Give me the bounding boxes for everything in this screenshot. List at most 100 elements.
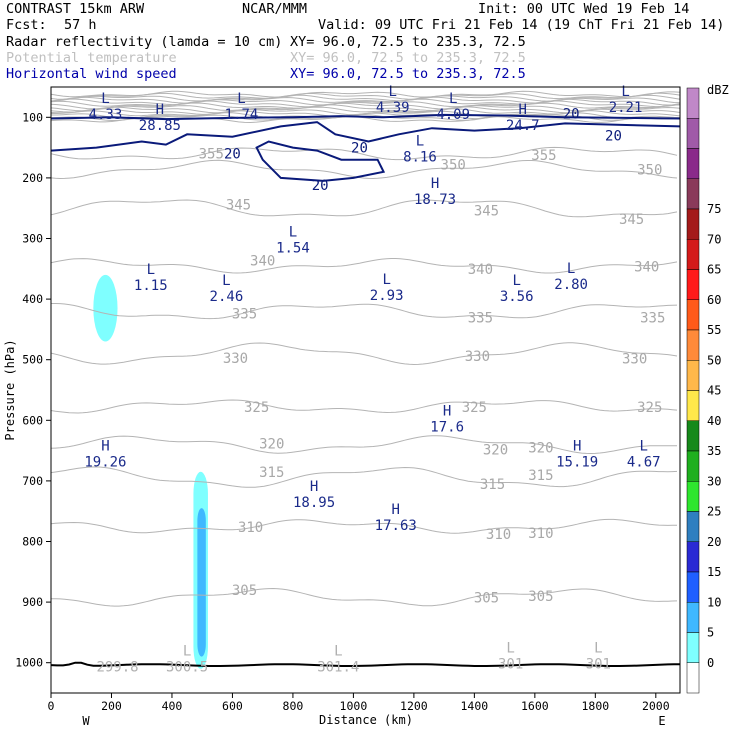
theta-contour-label: 325 [244,400,269,416]
theta-extremum-letter: L [594,641,602,657]
field-1-xy: XY= 96.0, 72.5 to 235.3, 72.5 [290,34,526,50]
field-2-name: Potential temperature [6,50,177,66]
theta-contour [50,159,678,180]
theta-contour-label: 320 [483,442,508,458]
surface-line [50,661,681,667]
x-tick-label: 800 [283,699,304,713]
colorbar-level-label: 70 [707,232,721,246]
theta-contour-label: 345 [474,204,499,220]
wind-extremum-value: 24.7 [506,118,540,134]
colorbar-swatch [686,269,700,300]
colorbar-level-label: 20 [707,535,721,549]
wind-extremum-letter: L [416,134,424,150]
plot-border [50,86,681,694]
colorbar-swatch [686,239,700,270]
model-title: CONTRAST 15km ARW [6,1,145,17]
x-tick-label: 2000 [642,699,670,713]
y-tick-label: 500 [22,353,43,367]
wind-isotach-20 [50,113,681,121]
org-title: NCAR/MMM [242,1,307,17]
theta-contour-upper [50,102,681,110]
theta-contour-upper [50,104,681,112]
y-tick-label: 800 [22,535,43,549]
colorbar-level-label: 50 [707,353,721,367]
colorbar-swatch [686,360,700,391]
y-tick-label: 300 [22,232,43,246]
x-tick-label: 1800 [581,699,609,713]
wind-extremum-value: 1.15 [134,278,168,294]
colorbar-level-label: 45 [707,384,721,398]
wind-extremum-letter: H [519,102,527,118]
wind-extremum-letter: L [101,91,109,107]
colorbar-level-label: 35 [707,444,721,458]
colorbar-swatch [686,148,700,179]
wind-extremum-value: 2.80 [554,277,588,293]
theta-extremum-value: 301 [498,657,523,673]
theta-contour-label: 345 [619,212,644,228]
colorbar-level-label: 10 [707,595,721,609]
wind-extremum-letter: H [156,102,164,118]
plot-frame [51,87,680,693]
theta-contour-upper [50,98,681,106]
theta-contour-label: 310 [486,527,511,543]
wind-extremum-letter: L [639,438,647,454]
wind-extremum-value: 4.67 [627,454,661,470]
colorbar-swatch [686,390,700,421]
wind-extremum-letter: L [289,225,297,241]
theta-contour-upper [50,114,681,121]
theta-contour-label: 330 [622,351,647,367]
terrain-line [50,661,681,667]
x-tick-label: 600 [222,699,243,713]
x-axis-label: Distance (km) [319,713,413,727]
colorbar-level-label: 55 [707,323,721,337]
wind-extremum-value: 19.26 [84,454,126,470]
wind-extremum-value: 15.19 [556,454,598,470]
colorbar-swatch [686,571,700,603]
x-tick-label: 200 [101,699,122,713]
colorbar-level-label: 0 [707,656,714,670]
wind-isotach-20 [255,140,386,182]
y-tick-label: 700 [22,474,43,488]
fcst-value: 57 h [64,17,97,33]
theta-contour-label: 315 [480,477,505,493]
wind-extremum-letter: L [222,273,230,289]
theta-contour-label: 345 [226,198,251,214]
wind-isotach-20 [50,121,681,152]
theta-contour [50,399,678,414]
colorbar-swatch [686,299,700,331]
y-tick-label: 100 [22,110,43,124]
colorbar-level-label: 5 [707,626,714,640]
theta-contour-label: 335 [468,310,493,326]
colorbar-swatch [686,511,700,542]
colorbar-swatch [686,632,700,663]
theta-contour-upper [50,100,681,108]
theta-contour-label: 350 [637,162,662,178]
theta-contour-upper [50,116,681,124]
theta-extremum-letter: L [506,641,514,657]
colorbar-swatch [686,450,700,482]
wind-extremum-value: 4.09 [436,107,470,123]
colorbar-level-label: 60 [707,293,721,307]
theta-contour-label: 305 [528,589,553,605]
theta-contour-label: 320 [528,441,553,457]
wind-extremum-value: 4.39 [376,100,410,116]
theta-contour-label: 310 [528,526,553,542]
theta-contour-label: 335 [640,310,665,326]
wind-extremum-value: 2.46 [210,289,244,305]
theta-extremum-value: 301.4 [317,660,359,676]
wind-extremum-letter: H [392,502,400,518]
reflectivity-cell [197,508,206,657]
wind-extremum-value: 1.54 [276,241,310,257]
field-3-xy: XY= 96.0, 72.5 to 235.3, 72.5 [290,66,526,82]
theta-contour-label: 355 [531,148,556,164]
wind-extremum-letter: H [443,403,451,419]
colorbar-level-label: 25 [707,505,721,519]
wind-extremum-letter: L [382,272,390,288]
y-tick-label: 600 [22,413,43,427]
init-time: Init: 00 UTC Wed 19 Feb 14 [478,1,689,17]
theta-contour-label: 315 [259,465,284,481]
wind-speed-contours [50,113,681,182]
y-tick-label: 200 [22,171,43,185]
wind-extremum-value: 2.21 [609,100,643,116]
colorbar-level-label: 30 [707,474,721,488]
